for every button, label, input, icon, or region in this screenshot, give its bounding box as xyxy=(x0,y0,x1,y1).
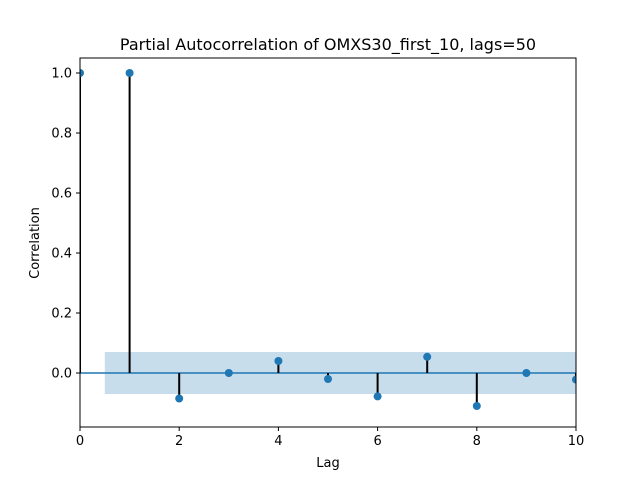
y-tick-label: 0.8 xyxy=(51,127,72,142)
y-tick-label: 1.0 xyxy=(51,67,72,82)
x-tick-label: 0 xyxy=(76,434,84,449)
axes-frame xyxy=(79,57,577,428)
y-tick-label: 0.6 xyxy=(51,187,72,202)
marker-lag-9 xyxy=(522,369,531,377)
marker-lag-1 xyxy=(125,69,134,77)
marker-lag-6 xyxy=(373,392,382,401)
x-axis-label: Lag xyxy=(316,456,339,471)
marker-lag-5 xyxy=(324,375,332,383)
marker-lag-10 xyxy=(572,375,576,384)
x-tick-label: 6 xyxy=(373,434,381,449)
marker-lag-8 xyxy=(472,402,481,410)
x-tick-label: 8 xyxy=(473,434,481,449)
marker-lag-3 xyxy=(224,369,233,377)
y-tick-label: 0.4 xyxy=(51,247,72,262)
y-tick-label: 0.2 xyxy=(51,307,72,322)
x-tick-label: 2 xyxy=(175,434,183,449)
chart-title: Partial Autocorrelation of OMXS30_first_… xyxy=(120,35,536,55)
marker-lag-7 xyxy=(423,352,432,361)
y-tick-label: 0.0 xyxy=(51,367,72,382)
marker-lag-0 xyxy=(80,69,84,77)
marker-lag-2 xyxy=(175,394,184,403)
y-axis-label: Correlation xyxy=(28,207,43,279)
plot-content xyxy=(80,69,576,410)
marker-lag-4 xyxy=(274,357,283,365)
x-tick-label: 4 xyxy=(274,434,282,449)
plot-area: 0 2 4 6 8 10 0.0 0.2 0.4 0.6 0.8 1.0 xyxy=(51,57,585,449)
x-tick-label: 10 xyxy=(568,434,585,449)
